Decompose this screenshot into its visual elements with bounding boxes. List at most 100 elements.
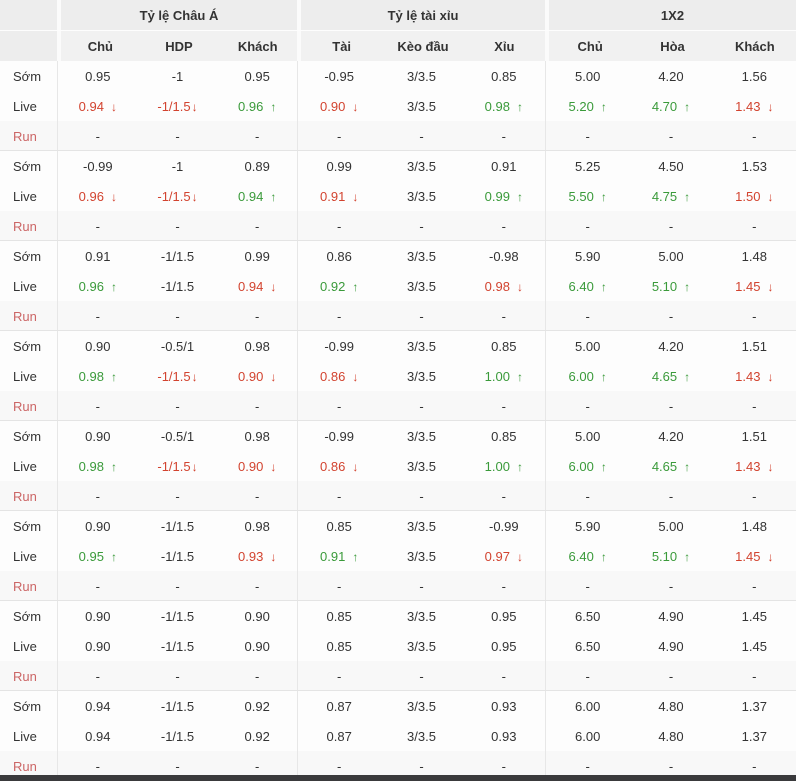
odds-cell: 1.48	[713, 249, 796, 264]
odds-cell: 3/3.5	[380, 639, 462, 654]
odds-cell: 3/3.5	[380, 729, 462, 744]
odds-cell: -0.99	[298, 339, 380, 354]
odds-section-asian: 0.90 -0.5/1 0.98	[57, 421, 297, 451]
odds-value: 0.98	[244, 428, 270, 444]
odds-value: -	[668, 758, 674, 774]
odds-cell: 4.20	[629, 429, 712, 444]
odds-section-asian: ---	[57, 571, 297, 600]
odds-group-5: Sớm 0.90 -0.5/1 0.98 -0.99 3/3.5 0.85 5.00 4.20 1…	[0, 421, 796, 511]
odds-value: 4.75	[651, 188, 678, 204]
up-arrow-icon: ↑	[516, 189, 523, 204]
odds-cell: -	[713, 399, 796, 414]
odds-value: 3/3.5	[407, 188, 436, 204]
odds-value: -	[668, 488, 674, 504]
odds-row-early: Sớm 0.90 -0.5/1 0.98 -0.99 3/3.5 0.85 5.00 4.20 1…	[0, 421, 796, 451]
odds-cell: 1.45 ↓	[713, 549, 796, 564]
odds-value: 4.20	[658, 68, 684, 84]
odds-cell: -	[58, 129, 138, 144]
odds-section-x12: ---	[545, 211, 796, 240]
odds-cell: -1/1.5	[138, 249, 218, 264]
odds-cell: 0.93	[463, 699, 545, 714]
odds-cell: 1.53	[713, 159, 796, 174]
odds-cell: 0.87	[298, 729, 380, 744]
down-arrow-icon: ↓	[352, 369, 359, 384]
odds-value: -	[175, 308, 180, 324]
row-label-early: Sớm	[13, 338, 42, 354]
odds-section-ou: ---	[297, 481, 545, 510]
odds-value: 1.45	[735, 548, 761, 564]
up-arrow-icon: ↑	[516, 459, 523, 474]
odds-value: 1.48	[741, 518, 767, 534]
odds-value: 0.94	[85, 728, 111, 744]
odds-cell: -	[138, 759, 218, 774]
odds-value: -	[175, 218, 180, 234]
odds-value: 5.00	[658, 518, 684, 534]
odds-value: -	[255, 308, 260, 324]
odds-value: 0.93	[238, 548, 264, 564]
odds-section-x12: ---	[545, 121, 796, 150]
down-arrow-icon: ↓	[191, 189, 198, 204]
odds-section-asian: 0.90 -1/1.5 0.90	[57, 601, 297, 631]
odds-value: -	[255, 128, 260, 144]
odds-cell: -	[546, 129, 629, 144]
odds-cell: 0.92	[217, 729, 297, 744]
odds-row-live: Live 0.98 ↑ -1/1.5↓ 0.90 ↓ 0.86 ↓ 3/3.5 1.00 ↑ 6.00…	[0, 361, 796, 391]
odds-cell: 0.90	[58, 609, 138, 624]
odds-section-ou: 0.91 ↓ 3/3.5 0.99 ↑	[297, 181, 545, 211]
odds-cell: -0.5/1	[138, 429, 218, 444]
odds-value: -	[336, 578, 342, 594]
odds-value: 0.98	[244, 338, 270, 354]
odds-cell: 0.90	[217, 639, 297, 654]
odds-section-asian: ---	[57, 661, 297, 690]
header-title-asian-handicap: Tỷ lệ Châu Á	[57, 0, 297, 30]
odds-section-ou: 0.99 3/3.5 0.91	[297, 151, 545, 181]
odds-cell: -	[58, 759, 138, 774]
odds-cell: 4.80	[629, 729, 712, 744]
odds-cell: 0.99 ↑	[463, 189, 545, 204]
row-label-live: Live	[13, 548, 37, 564]
odds-section-x12: 5.00 4.20 1.56	[545, 61, 796, 91]
down-arrow-icon: ↓	[191, 99, 198, 114]
odds-section-x12: 5.00 4.20 1.51	[545, 331, 796, 361]
odds-cell: -	[138, 219, 218, 234]
odds-row-early: Sớm 0.90 -1/1.5 0.90 0.85 3/3.5 0.95 6.50 4.90 1.…	[0, 601, 796, 631]
odds-value: -	[419, 218, 424, 234]
odds-section-ou: 0.85 3/3.5 0.95	[297, 631, 545, 661]
odds-row-live: Live 0.94 -1/1.5 0.92 0.87 3/3.5 0.93 6.00 4.80 1…	[0, 721, 796, 751]
header-corner	[0, 0, 57, 30]
odds-section-ou: 0.86 3/3.5 -0.98	[297, 241, 545, 271]
odds-cell: 0.85	[298, 639, 380, 654]
odds-value: -	[585, 128, 590, 144]
odds-section-x12: ---	[545, 391, 796, 420]
odds-section-x12: 6.00 4.80 1.37	[545, 721, 796, 751]
odds-value: 1.48	[741, 248, 767, 264]
odds-cell: -	[629, 399, 712, 414]
odds-section-x12: ---	[545, 301, 796, 330]
odds-value: 0.85	[491, 68, 517, 84]
odds-value: -0.5/1	[160, 338, 195, 354]
odds-value: 3/3.5	[407, 68, 436, 84]
down-arrow-icon: ↓	[352, 459, 359, 474]
odds-cell: 0.96 ↑	[58, 279, 138, 294]
odds-value: 0.90	[85, 518, 111, 534]
odds-value: -1/1.5	[157, 98, 191, 114]
odds-row-run: Run - - - - - - - - -	[0, 301, 796, 330]
odds-cell: -	[217, 489, 297, 504]
odds-cell: 0.98 ↓	[463, 279, 545, 294]
odds-value: -	[501, 398, 506, 414]
odds-value: 0.90	[85, 428, 111, 444]
odds-cell: 1.50 ↓	[713, 189, 796, 204]
odds-cell: -1/1.5↓	[138, 459, 218, 474]
odds-cell: 5.90	[546, 519, 629, 534]
odds-cell: 6.40 ↑	[546, 279, 629, 294]
row-label-run: Run	[13, 308, 37, 324]
odds-cell: 5.00	[546, 429, 629, 444]
odds-cell: 0.90 ↓	[217, 459, 297, 474]
up-arrow-icon: ↑	[110, 459, 117, 474]
odds-row-early: Sớm 0.95 -1 0.95 -0.95 3/3.5 0.85 5.00 4.20 1.56	[0, 61, 796, 91]
odds-value: 0.95	[491, 608, 517, 624]
odds-cell: -	[713, 309, 796, 324]
odds-value: 6.00	[568, 368, 594, 384]
odds-group-3: Sớm 0.91 -1/1.5 0.99 0.86 3/3.5 -0.98 5.90 5.00 1…	[0, 241, 796, 331]
odds-section-asian: 0.98 ↑ -1/1.5↓ 0.90 ↓	[57, 451, 297, 481]
